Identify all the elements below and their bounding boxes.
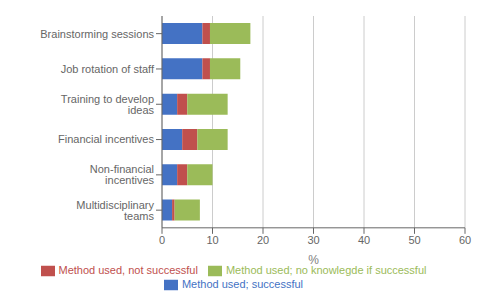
html-text:Method used; successful: Method used; successful [182, 277, 303, 290]
svg-text:Job rotation of staff: Job rotation of staff [61, 63, 155, 75]
svg-text:0: 0 [159, 234, 165, 246]
svg-text:10: 10 [206, 234, 218, 246]
svg-text:50: 50 [408, 234, 420, 246]
svg-text:Financial incentives: Financial incentives [58, 133, 154, 145]
html-text:Method used, not successful: Method used, not successful [58, 263, 198, 276]
svg-text:40: 40 [358, 234, 370, 246]
svg-text:%: % [308, 253, 319, 267]
svg-text:Non-financialincentives: Non-financialincentives [90, 163, 155, 186]
svg-text:20: 20 [257, 234, 269, 246]
svg-text:30: 30 [307, 234, 319, 246]
svg-text:Brainstorming sessions: Brainstorming sessions [40, 28, 154, 40]
svg-text:Multidisciplinaryteams: Multidisciplinaryteams [76, 199, 154, 222]
html-text:Method used; no knowlegde if s: Method used; no knowlegde if successful [225, 263, 427, 276]
svg-text:Training to developideas: Training to developideas [61, 93, 155, 116]
svg-text:60: 60 [459, 234, 471, 246]
